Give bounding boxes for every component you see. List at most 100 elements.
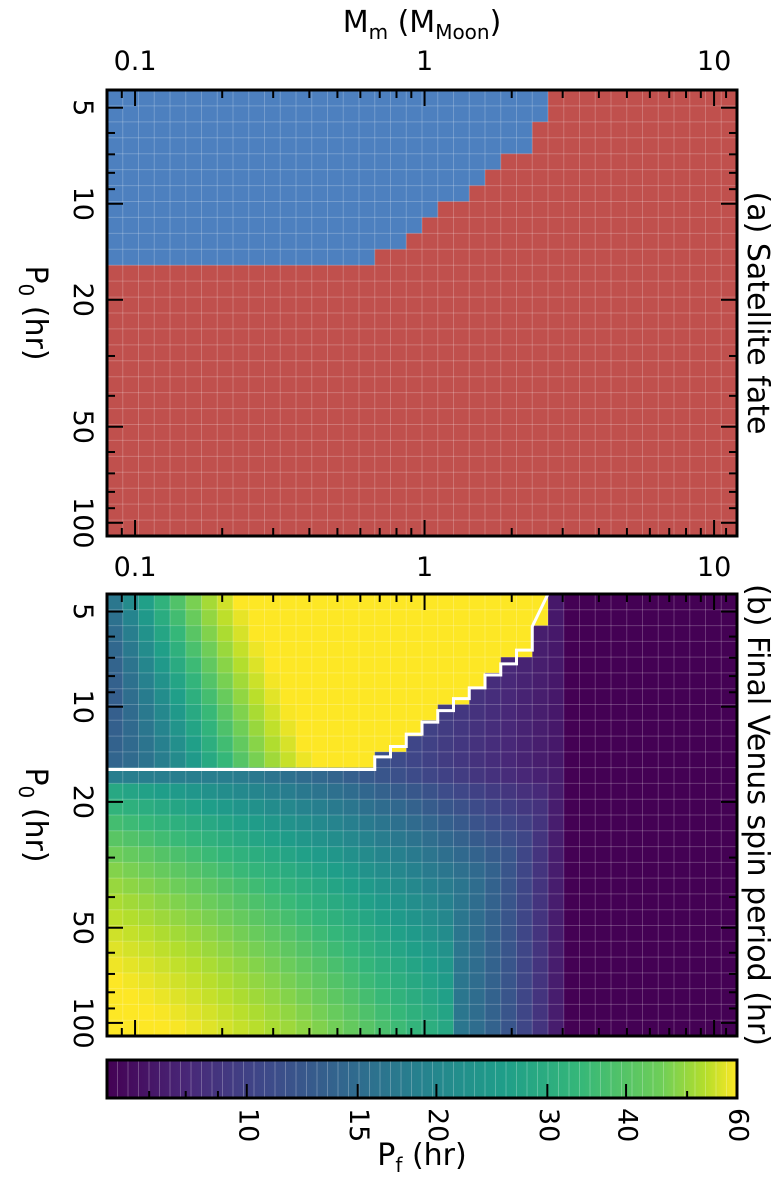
heatmap-cell-a (390, 153, 407, 171)
heatmap-cell-b (327, 657, 344, 674)
heatmap-cell-a (138, 344, 155, 362)
heatmap-cell-b (453, 941, 470, 958)
heatmap-cell-b (469, 815, 486, 832)
heatmap-cell-b (122, 878, 140, 895)
heatmap-cell-b (548, 846, 565, 863)
heatmap-cell-a (548, 392, 565, 410)
heatmap-cell-a (280, 265, 297, 282)
heatmap-cell-a (642, 233, 659, 250)
heatmap-cell-a (359, 313, 376, 330)
heatmap-cell-b (217, 862, 234, 879)
heatmap-cell-b (674, 594, 691, 611)
heatmap-cell-b (516, 815, 533, 832)
heatmap-cell-b (516, 846, 533, 863)
heatmap-cell-a (154, 201, 171, 219)
heatmap-cell-b (374, 609, 392, 627)
heatmap-cell-a (516, 328, 533, 346)
heatmap-cell-b (579, 862, 596, 879)
heatmap-cell-b (548, 893, 565, 911)
heatmap-cell-b (374, 704, 392, 721)
heatmap-cell-a (705, 233, 722, 250)
heatmap-cell-a (563, 217, 581, 234)
heatmap-cell-b (122, 720, 140, 737)
heatmap-cell-b (548, 609, 565, 627)
heatmap-cell-a (201, 313, 218, 330)
heatmap-cell-b (595, 641, 612, 658)
heatmap-cell-a (107, 472, 124, 489)
heatmap-cell-b (233, 625, 250, 642)
heatmap-cell-b (532, 988, 549, 1006)
heatmap-cell-b (469, 625, 486, 642)
heatmap-cell-a (296, 249, 313, 266)
heatmap-cell-a (548, 105, 565, 123)
heatmap-cell-a (548, 233, 565, 250)
heatmap-cell-a (248, 105, 266, 123)
heatmap-cell-b (280, 988, 297, 1006)
heatmap-cell-b (138, 988, 155, 1006)
heatmap-cell-b (611, 751, 628, 769)
heatmap-cell-b (485, 1004, 502, 1021)
heatmap-cell-a (359, 153, 376, 171)
heatmap-cell-b (642, 957, 659, 974)
heatmap-cell-a (185, 233, 203, 250)
heatmap-cell-b (296, 988, 313, 1006)
heatmap-cell-b (689, 846, 707, 863)
heatmap-cell-a (170, 105, 187, 123)
heatmap-cell-a (516, 265, 533, 282)
heatmap-cell-b (327, 1004, 344, 1021)
heatmap-cell-a (406, 90, 423, 107)
heatmap-cell-a (705, 153, 722, 171)
heatmap-cell-a (217, 90, 234, 107)
heatmap-cell-a (248, 121, 266, 139)
heatmap-cell-b (579, 957, 596, 974)
heatmap-cell-b (170, 862, 187, 879)
heatmap-cell-b (595, 972, 612, 990)
heatmap-cell-b (217, 657, 234, 674)
heatmap-cell-b (579, 799, 596, 816)
heatmap-cell-a (705, 281, 722, 298)
heatmap-cell-b (422, 609, 439, 627)
heatmap-cell-b (532, 815, 549, 832)
heatmap-cell-b (485, 688, 502, 706)
heatmap-cell-a (327, 265, 344, 282)
heatmap-cell-a (217, 313, 234, 330)
heatmap-cell-b (170, 1020, 187, 1036)
heatmap-cell-a (642, 217, 659, 234)
heatmap-cell-b (626, 862, 644, 879)
heatmap-cell-a (248, 281, 266, 298)
heatmap-cell-a (642, 360, 659, 378)
heatmap-cell-a (422, 488, 439, 505)
heatmap-cell-b (122, 736, 140, 753)
heatmap-cell-b (107, 957, 124, 974)
heatmap-cell-b (327, 783, 344, 800)
heatmap-cell-a (674, 217, 691, 234)
heatmap-cell-b (626, 988, 644, 1006)
heatmap-cell-b (233, 657, 250, 674)
heatmap-cell-b (469, 594, 486, 611)
heatmap-cell-b (327, 957, 344, 974)
heatmap-cell-b (311, 815, 329, 832)
heatmap-cell-a (185, 360, 203, 378)
heatmap-cell-a (280, 121, 297, 139)
heatmap-cell-b (233, 925, 250, 942)
heatmap-cell-b (343, 751, 360, 769)
heatmap-cell-b (563, 941, 581, 958)
heatmap-cell-b (579, 688, 596, 706)
heatmap-cell-a (705, 504, 722, 521)
heatmap-cell-a (595, 169, 612, 187)
heatmap-cell-b (280, 941, 297, 958)
heatmap-cell-a (642, 201, 659, 219)
heatmap-cell-b (579, 941, 596, 958)
heatmap-cell-b (469, 909, 486, 927)
heatmap-cell-a (138, 504, 155, 521)
heatmap-cell-b (343, 609, 360, 627)
heatmap-cell-a (343, 137, 360, 155)
heatmap-cell-a (689, 488, 707, 505)
heatmap-cell-b (390, 878, 407, 895)
heatmap-cell-a (548, 408, 565, 426)
heatmap-cell-a (548, 185, 565, 203)
heatmap-cell-b (406, 609, 423, 627)
heatmap-cell-a (280, 328, 297, 346)
heatmap-cell-b (674, 815, 691, 832)
